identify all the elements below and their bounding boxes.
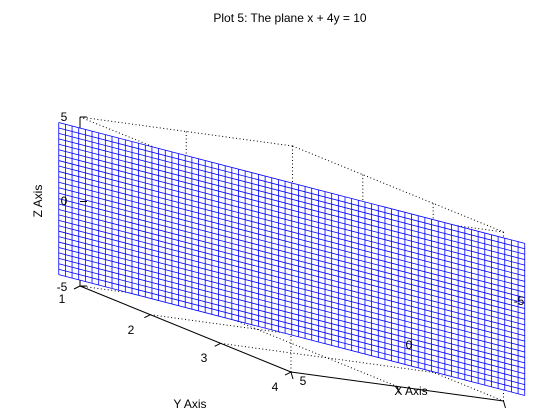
mesh-line-horizontal <box>58 214 525 337</box>
mesh-line-horizontal <box>58 133 525 255</box>
x-tick-label-2: 0 <box>406 338 413 352</box>
y-tick-mark <box>284 371 292 376</box>
z-tick-label-1: 5 <box>61 110 68 124</box>
mesh-line-horizontal <box>58 138 525 261</box>
mesh-line-horizontal <box>58 203 525 326</box>
x-tick-mark <box>503 400 506 409</box>
mesh-line-horizontal <box>58 165 525 288</box>
z-axis-label: Z Axis <box>31 185 45 218</box>
y-tick-label-3: 3 <box>201 351 208 365</box>
y-axis-line <box>79 285 292 373</box>
y-tick-label-2: 2 <box>128 323 135 337</box>
y-tick-mark <box>144 314 151 319</box>
mesh-line-horizontal <box>58 241 525 364</box>
mesh-line-horizontal <box>58 268 525 391</box>
box-edge-floor-back-right <box>292 314 504 402</box>
mesh-line-horizontal <box>58 127 525 250</box>
mesh-line-horizontal <box>58 192 525 315</box>
box-edge-top-back-right <box>292 145 504 233</box>
mesh-line-horizontal <box>58 122 525 244</box>
mesh-line-horizontal <box>58 225 525 347</box>
mesh-line-horizontal <box>58 263 525 385</box>
mesh-line-horizontal <box>58 274 525 396</box>
floor-grid-y <box>220 342 434 373</box>
mesh-line-horizontal <box>58 171 525 293</box>
mesh-line-horizontal <box>58 257 525 380</box>
mesh-line-horizontal <box>58 209 525 331</box>
y-tick-mark <box>73 285 81 290</box>
x-tick-label-3: -5 <box>514 294 525 308</box>
axis-ticks <box>73 116 506 409</box>
mesh-line-horizontal <box>58 198 525 320</box>
z-tick-label-2: 0 <box>61 194 68 208</box>
mesh-line-horizontal <box>58 176 525 299</box>
mesh-line-horizontal <box>58 230 525 353</box>
mesh-line-horizontal <box>58 252 525 375</box>
x-tick-mark <box>396 386 400 394</box>
mesh-line-horizontal <box>58 187 525 309</box>
plane-mesh <box>58 122 526 396</box>
mesh-line-horizontal <box>58 236 525 358</box>
mesh-line-horizontal <box>58 154 525 277</box>
x-axis-label: X Axis <box>394 384 427 398</box>
mesh-line-horizontal <box>58 181 525 304</box>
y-tick-mark <box>214 342 221 347</box>
y-tick-label-4: 4 <box>272 380 279 394</box>
y-tick-label-1: 1 <box>59 292 66 306</box>
box-edge-top-back-left <box>79 116 293 147</box>
x-tick-label-1: 5 <box>300 374 307 388</box>
mesh-line-horizontal <box>58 247 525 369</box>
mesh-line-horizontal <box>58 143 525 266</box>
mesh-line-horizontal <box>58 219 525 342</box>
mesh-line-horizontal <box>58 160 525 282</box>
z-tick-label-3: -5 <box>57 280 68 294</box>
y-axis-label: Y Axis <box>173 397 206 411</box>
chart-title: Plot 5: The plane x + 4y = 10 <box>213 11 367 25</box>
x-tick-mark <box>290 371 294 380</box>
mesh-line-horizontal <box>58 149 525 271</box>
